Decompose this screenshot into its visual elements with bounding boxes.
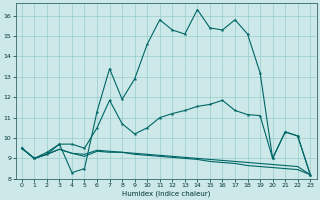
X-axis label: Humidex (Indice chaleur): Humidex (Indice chaleur) (122, 190, 210, 197)
